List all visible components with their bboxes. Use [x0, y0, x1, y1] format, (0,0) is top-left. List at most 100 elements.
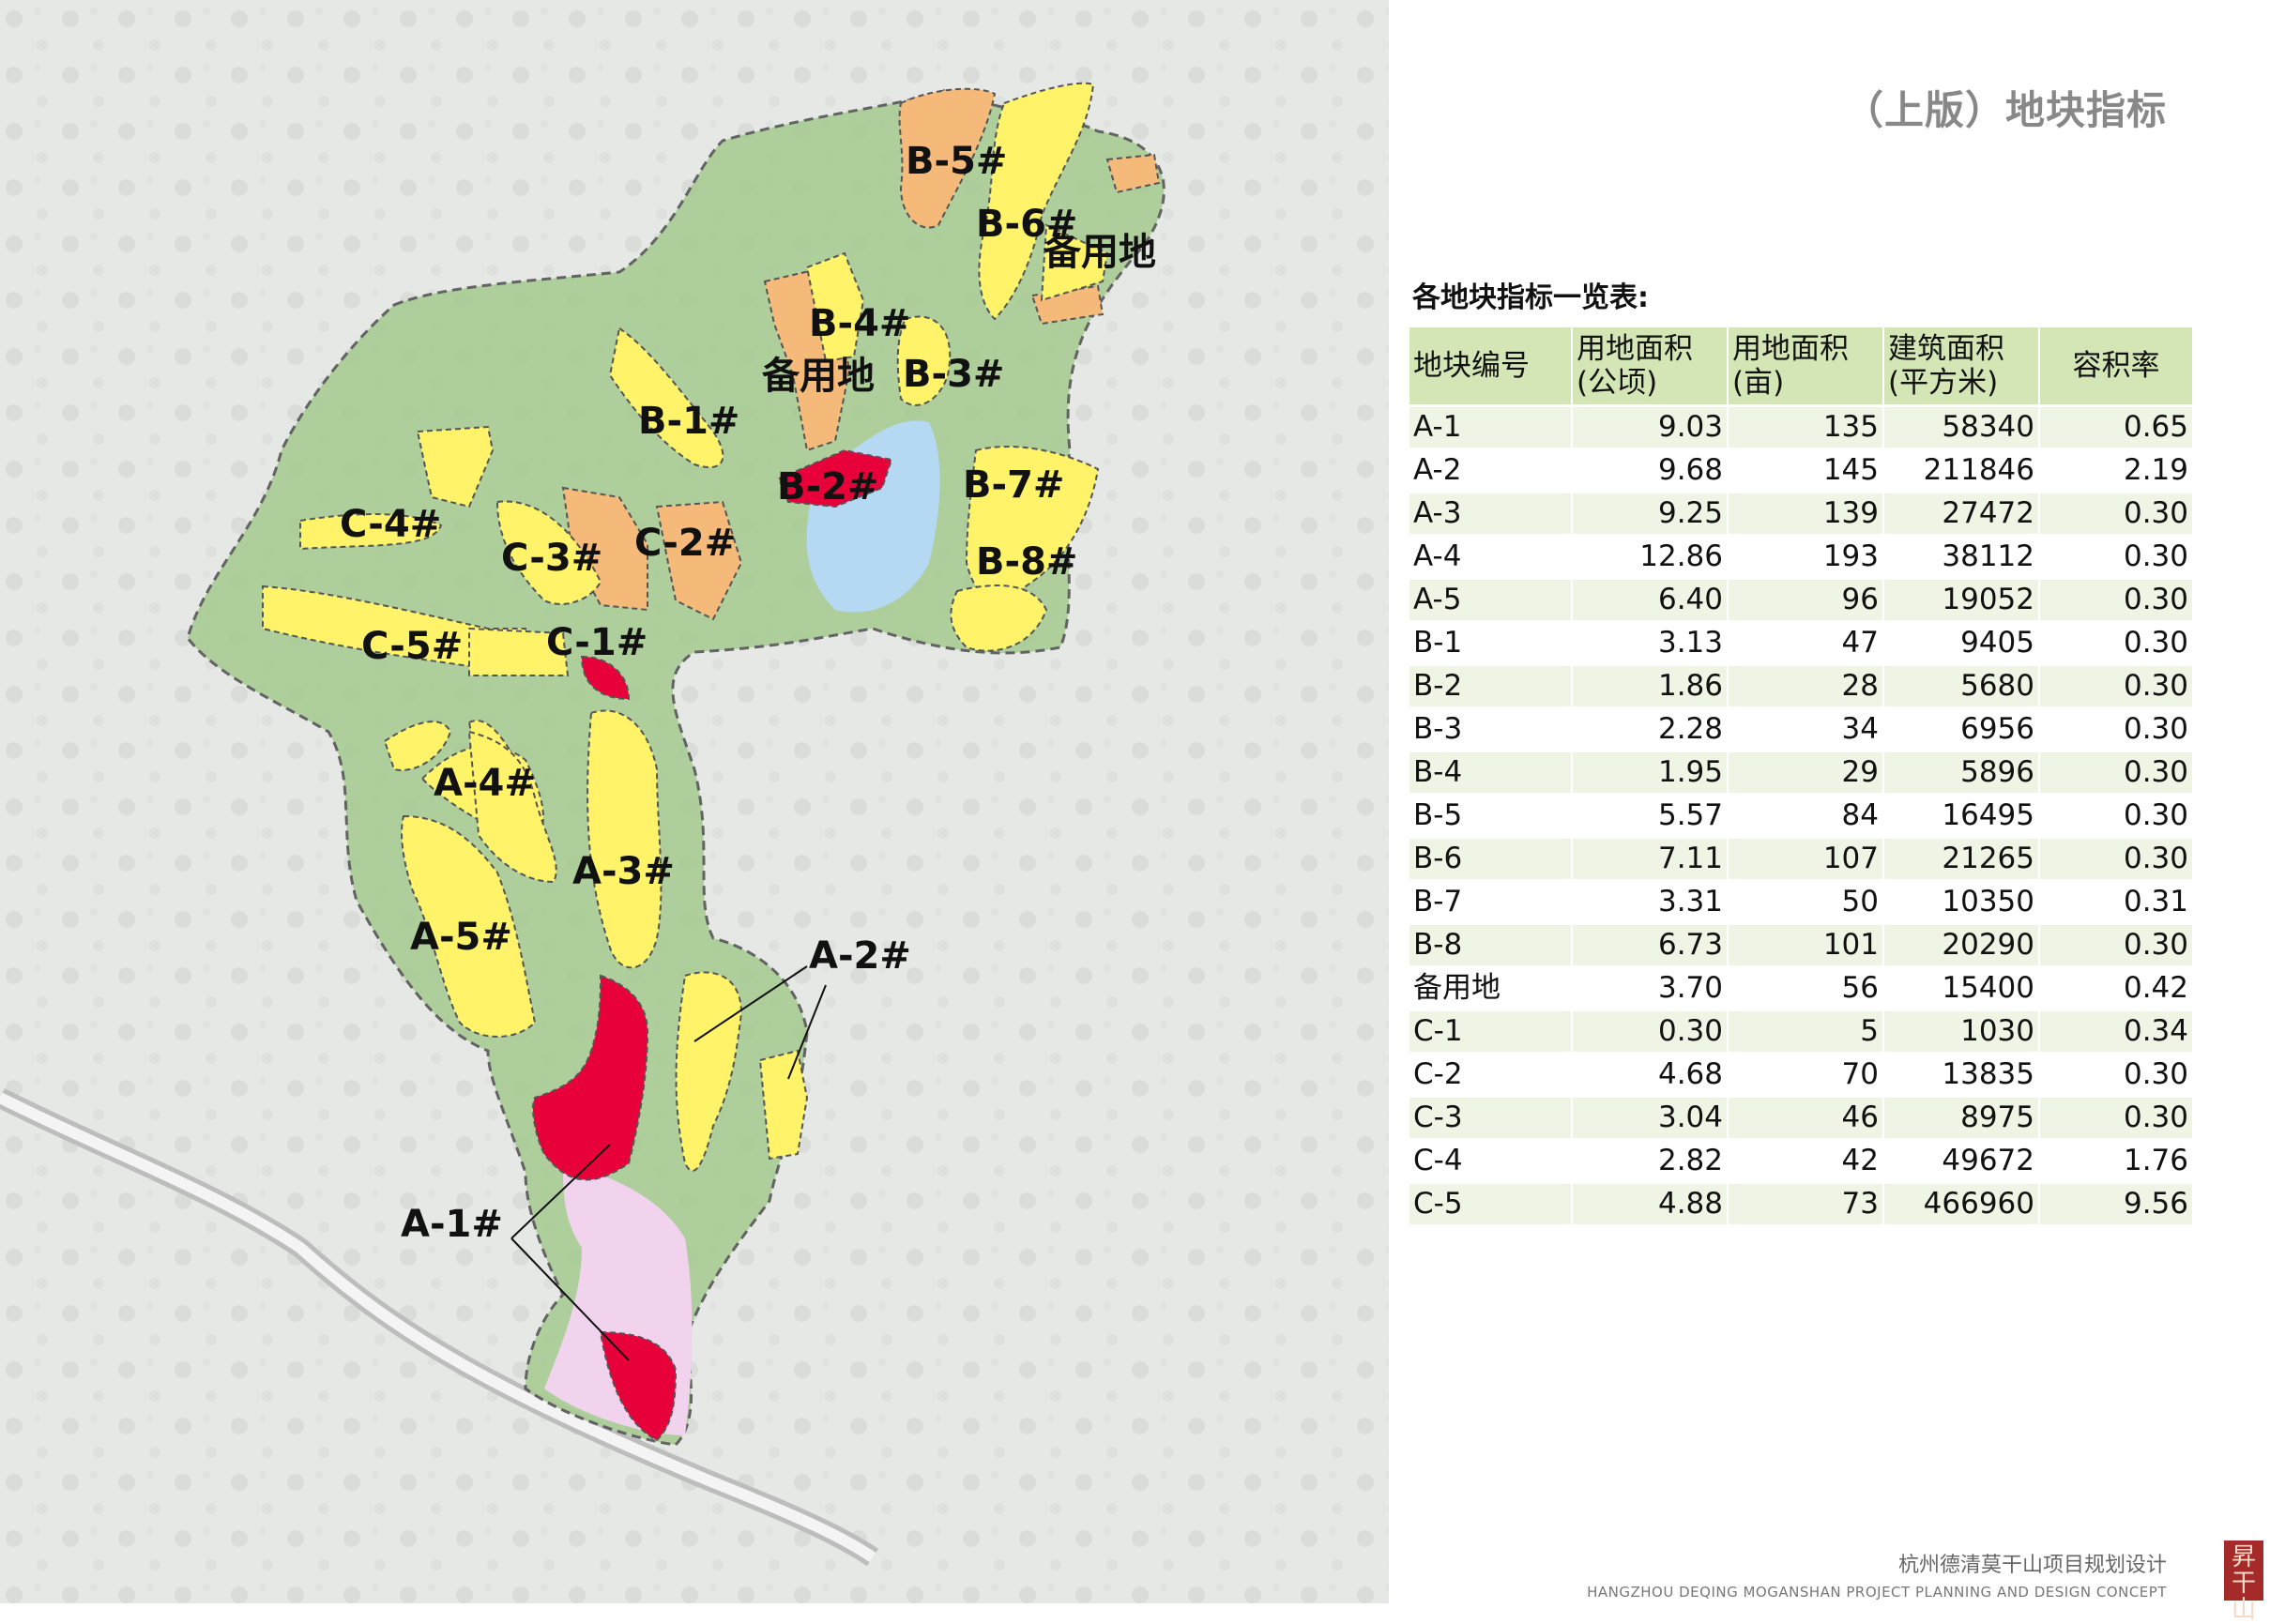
cell-floor-area: 5896: [1884, 752, 2040, 793]
header-area-mu: 用地面积 (亩): [1729, 327, 1884, 404]
cell-area-ha: 9.68: [1573, 450, 1729, 491]
cell-area-mu: 107: [1729, 839, 1884, 879]
table-header-row: 地块编号 用地面积 (公顷) 用地面积 (亩) 建筑面积 (平方米) 容积率: [1409, 327, 2192, 404]
table-row: B-4 1.95 29 5896 0.30: [1409, 752, 2192, 793]
cell-area-mu: 47: [1729, 623, 1884, 663]
cell-area-mu: 70: [1729, 1055, 1884, 1095]
cell-far: 0.30: [2040, 580, 2192, 620]
cell-floor-area: 8975: [1884, 1098, 2040, 1138]
cell-area-mu: 5: [1729, 1011, 1884, 1052]
residential-parcels: [262, 82, 1109, 1172]
cell-plot-id: B-2: [1409, 666, 1573, 706]
cell-area-ha: 3.13: [1573, 623, 1729, 663]
table-row: C-2 4.68 70 13835 0.30: [1409, 1055, 2192, 1095]
cell-plot-id: C-3: [1409, 1098, 1573, 1138]
cell-area-ha: 5.57: [1573, 796, 1729, 836]
cell-area-mu: 50: [1729, 882, 1884, 922]
cell-plot-id: A-4: [1409, 537, 1573, 577]
label-b5: B-5#: [906, 140, 1007, 183]
cell-area-ha: 0.30: [1573, 1011, 1729, 1052]
cell-area-ha: 1.86: [1573, 666, 1729, 706]
table-row: B-8 6.73 101 20290 0.30: [1409, 925, 2192, 965]
label-reserve-2: 备用地: [762, 355, 875, 398]
table-row: B-1 3.13 47 9405 0.30: [1409, 623, 2192, 663]
cell-floor-area: 9405: [1884, 623, 2040, 663]
table-row: B-3 2.28 34 6956 0.30: [1409, 709, 2192, 750]
cell-floor-area: 20290: [1884, 925, 2040, 965]
leader-lines: [510, 965, 827, 1361]
cell-floor-area: 6956: [1884, 709, 2040, 750]
cell-area-ha: 6.40: [1573, 580, 1729, 620]
cell-area-ha: 3.04: [1573, 1098, 1729, 1138]
header-far: 容积率: [2040, 327, 2192, 404]
table-row: C-1 0.30 5 1030 0.34: [1409, 1011, 2192, 1052]
plot-indicator-table: 地块编号 用地面积 (公顷) 用地面积 (亩) 建筑面积 (平方米) 容积率 A-1 9…: [1409, 325, 2192, 1227]
footer-project-name-cn: 杭州德清莫干山项目规划设计: [1897, 1554, 2167, 1577]
cell-area-ha: 2.28: [1573, 709, 1729, 750]
label-c4: C-4#: [340, 503, 441, 546]
cell-area-mu: 135: [1729, 407, 1884, 448]
table-body: A-1 9.03 135 58340 0.65 A-2 9.68 145 211846 2.19 A…: [1409, 407, 2192, 1224]
cell-far: 0.30: [2040, 796, 2192, 836]
cell-area-ha: 12.86: [1573, 537, 1729, 577]
header-floor-area: 建筑面积 (平方米): [1884, 327, 2040, 404]
label-reserve-1: 备用地: [1044, 231, 1156, 274]
table-row: B-7 3.31 50 10350 0.31: [1409, 882, 2192, 922]
cell-area-ha: 4.88: [1573, 1184, 1729, 1224]
cell-plot-id: 备用地: [1409, 968, 1573, 1009]
cell-floor-area: 21265: [1884, 839, 2040, 879]
cell-area-mu: 96: [1729, 580, 1884, 620]
cell-plot-id: B-4: [1409, 752, 1573, 793]
cell-far: 2.19: [2040, 450, 2192, 491]
table-row: A-3 9.25 139 27472 0.30: [1409, 493, 2192, 534]
header-plot-id: 地块编号: [1409, 327, 1573, 404]
cell-plot-id: B-6: [1409, 839, 1573, 879]
cell-plot-id: B-1: [1409, 623, 1573, 663]
cell-far: 0.30: [2040, 839, 2192, 879]
table-row: A-4 12.86 193 38112 0.30: [1409, 537, 2192, 577]
cell-plot-id: C-1: [1409, 1011, 1573, 1052]
table-row: A-2 9.68 145 211846 2.19: [1409, 450, 2192, 491]
cell-far: 0.30: [2040, 1055, 2192, 1095]
cell-area-ha: 3.70: [1573, 968, 1729, 1009]
cell-floor-area: 5680: [1884, 666, 2040, 706]
cell-far: 0.30: [2040, 666, 2192, 706]
cell-plot-id: A-1: [1409, 407, 1573, 448]
label-b7: B-7#: [963, 463, 1064, 507]
cell-area-mu: 73: [1729, 1184, 1884, 1224]
label-a2: A-2#: [809, 934, 911, 978]
cell-area-ha: 6.73: [1573, 925, 1729, 965]
cell-plot-id: B-5: [1409, 796, 1573, 836]
cell-area-mu: 193: [1729, 537, 1884, 577]
cell-plot-id: B-8: [1409, 925, 1573, 965]
cell-floor-area: 16495: [1884, 796, 2040, 836]
cell-far: 0.30: [2040, 493, 2192, 534]
table-row: A-1 9.03 135 58340 0.65: [1409, 407, 2192, 448]
cell-floor-area: 10350: [1884, 882, 2040, 922]
cell-far: 1.76: [2040, 1141, 2192, 1181]
label-c5: C-5#: [361, 625, 463, 668]
cell-far: 0.31: [2040, 882, 2192, 922]
cell-plot-id: C-4: [1409, 1141, 1573, 1181]
cell-plot-id: A-5: [1409, 580, 1573, 620]
cell-area-ha: 7.11: [1573, 839, 1729, 879]
cell-area-mu: 56: [1729, 968, 1884, 1009]
label-c2: C-2#: [634, 522, 736, 565]
table-row: B-5 5.57 84 16495 0.30: [1409, 796, 2192, 836]
site-plan-map: B-5# B-6# 备用地 B-4# 备用地 B-3# B-1# B-2# B-…: [0, 0, 1389, 1603]
cell-area-ha: 2.82: [1573, 1141, 1729, 1181]
cell-far: 0.30: [2040, 925, 2192, 965]
cell-area-mu: 42: [1729, 1141, 1884, 1181]
label-b2: B-2#: [777, 465, 878, 508]
table-row: B-6 7.11 107 21265 0.30: [1409, 839, 2192, 879]
cell-area-ha: 3.31: [1573, 882, 1729, 922]
cell-far: 0.30: [2040, 537, 2192, 577]
plot-labels: B-5# B-6# 备用地 B-4# 备用地 B-3# B-1# B-2# B-…: [340, 140, 1156, 1246]
cell-area-ha: 4.68: [1573, 1055, 1729, 1095]
header-area-ha: 用地面积 (公顷): [1573, 327, 1729, 404]
cell-floor-area: 19052: [1884, 580, 2040, 620]
table-row: 备用地 3.70 56 15400 0.42: [1409, 968, 2192, 1009]
table-row: C-4 2.82 42 49672 1.76: [1409, 1141, 2192, 1181]
cell-floor-area: 211846: [1884, 450, 2040, 491]
cell-area-mu: 139: [1729, 493, 1884, 534]
